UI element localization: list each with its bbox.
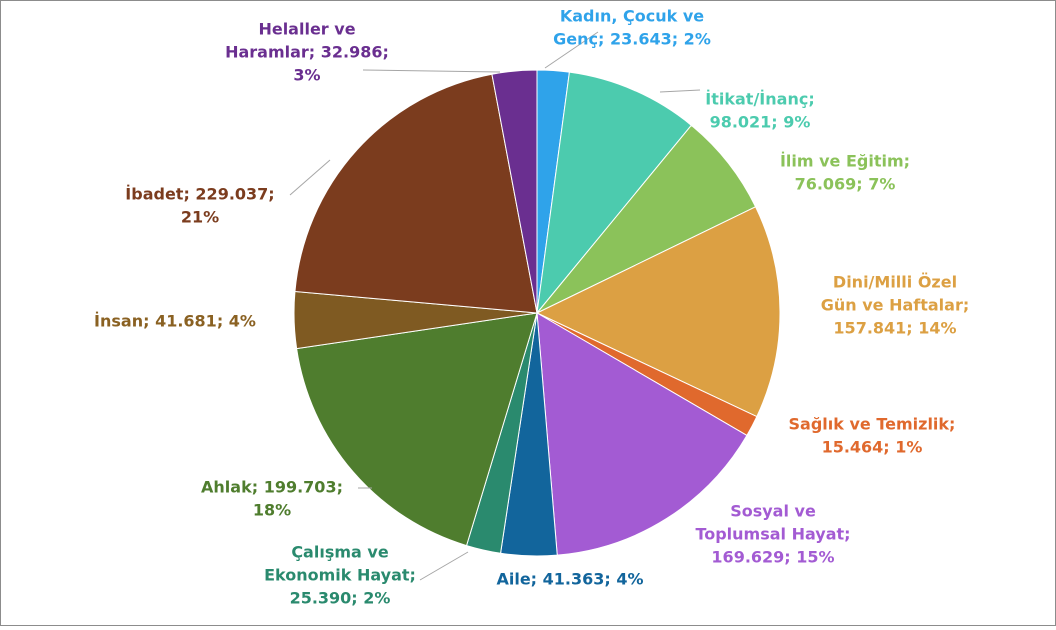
data-label: Haramlar; 32.986; [225,43,389,62]
pie-slice [535,206,781,418]
pie-slice [536,312,748,556]
data-label: Ahlak; 199.703; [201,478,343,497]
data-label: Gün ve Haftalar; [821,296,970,315]
leader-line [289,159,331,196]
data-label: İtikat/İnanç; [705,90,814,109]
data-label: Çalışma ve [291,543,389,562]
pie-slice [536,71,693,315]
data-label: Toplumsal Hayat; [695,525,850,544]
data-label: Helaller ve [258,20,355,39]
data-label: 25.390; 2% [290,589,391,608]
data-label: Aile; 41.363; 4% [496,570,643,589]
data-label: 3% [293,66,320,85]
data-label: 98.021; 9% [710,113,811,132]
data-label: Genç; 23.643; 2% [553,30,711,49]
pie-slice [491,69,538,314]
data-label: Dini/Milli Özel [833,273,957,292]
data-label: 18% [253,501,291,520]
data-label: İbadet; 229.037; [125,185,274,204]
data-label: 15.464; 1% [822,438,923,457]
data-label: 157.841; 14% [833,319,956,338]
pie-slice [296,312,538,547]
data-label: Sağlık ve Temizlik; [789,415,956,434]
data-label: 21% [181,208,219,227]
data-label: İlim ve Eğitim; [780,152,910,171]
data-label: Sosyal ve [730,502,816,521]
data-label: 169.629; 15% [711,548,834,567]
leader-line [419,551,469,581]
data-label: 76.069; 7% [795,175,896,194]
pie-slice [294,73,538,314]
data-label: Ekonomik Hayat; [264,566,416,585]
data-label: Kadın, Çocuk ve [560,7,704,26]
leader-line [544,31,599,69]
pie-slice [536,124,757,314]
data-label: İnsan; 41.681; 4% [94,312,256,331]
leader-line [659,89,701,93]
leader-line [362,69,501,73]
